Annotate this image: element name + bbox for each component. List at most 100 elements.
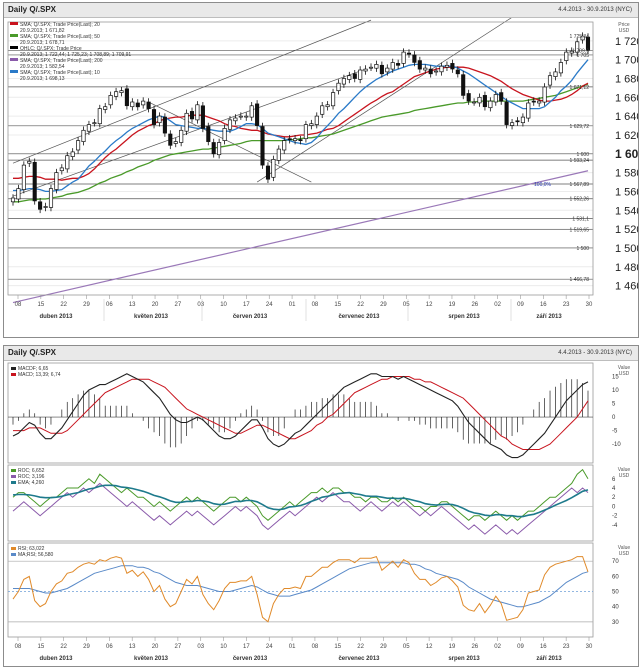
price-y-tick: 1 480	[615, 262, 638, 274]
rsi-ma-line	[13, 562, 589, 608]
candle-body	[298, 139, 303, 142]
indicator-y-tick: -4	[612, 523, 618, 529]
price-x-tick: 26	[471, 302, 478, 308]
candle-body	[580, 35, 585, 41]
indicator-y-tick: -5	[612, 429, 618, 435]
candle-body	[526, 102, 531, 119]
candle-body	[363, 68, 368, 72]
indicator-x-tick: 02	[494, 644, 501, 650]
legend-label: RSI; 63,022	[18, 546, 45, 552]
indicator-y-tick: 4	[612, 486, 616, 492]
candle-body	[157, 115, 162, 124]
candle-body	[444, 64, 450, 68]
indicator-x-tick: 15	[37, 644, 44, 650]
candle-body	[108, 95, 113, 106]
price-y-tick: 1 500	[615, 243, 638, 255]
candle-body	[271, 159, 276, 178]
indicator-y-tick: 60	[612, 574, 619, 580]
price-level-label: 1 552,26	[570, 197, 590, 203]
price-highlight-tag: 100,0%	[534, 182, 552, 188]
indicator-month-label: srpen 2013	[448, 656, 480, 662]
price-plot-frame	[7, 21, 594, 296]
legend-swatch	[11, 469, 16, 472]
candle-body	[412, 54, 417, 63]
indicator-x-tick: 03	[197, 644, 204, 650]
price-y-tick: 1 640	[615, 111, 638, 123]
legend-swatch	[10, 34, 18, 37]
candle-body	[336, 82, 341, 92]
macd-signal-line	[13, 376, 589, 450]
legend-value: 20.9.2013; 1 722,44; 1 725,23; 1 708,89;…	[20, 52, 131, 58]
legend-swatch	[10, 46, 18, 49]
price-y-tick: 1 460	[615, 281, 638, 293]
legend-label: SMA; Q/.SPX; Trade Price(Last); 200	[20, 58, 103, 64]
price-x-tick: 12	[426, 302, 433, 308]
price-y-tick: 1 540	[615, 205, 638, 217]
indicator-month-label: duben 2013	[39, 656, 73, 662]
legend-label: ROC; 3,196	[18, 474, 45, 480]
indicator-y-tick: 0	[612, 504, 616, 510]
price-chart-header: Daily Q/.SPX 4.4.2013 - 30.9.2013 (NYC)	[4, 3, 638, 18]
candle-body	[293, 138, 298, 141]
price-level-label: 1 500	[576, 246, 589, 252]
legend-value: 20.9.2013; 1 582,54	[20, 64, 65, 70]
price-x-tick: 05	[403, 302, 410, 308]
indicator-x-tick: 26	[471, 644, 478, 650]
sma20-line	[13, 66, 589, 181]
legend-swatch	[11, 373, 16, 376]
candle-body	[325, 104, 330, 108]
rsi-line	[12, 555, 589, 623]
legend-swatch	[11, 475, 16, 478]
candle-body	[499, 92, 504, 102]
price-chart[interactable]: SMA; Q/.SPX; Trade Price(Last); 20 20.9.2…	[4, 18, 638, 336]
price-legend: SMA; Q/.SPX; Trade Price(Last); 20 20.9.2…	[10, 22, 131, 82]
candle-body	[59, 167, 64, 172]
price-month-label: květen 2013	[134, 314, 169, 320]
candle-body	[184, 112, 189, 132]
candle-body	[520, 116, 525, 124]
candle-body	[119, 90, 124, 93]
price-y-tick: 1 660	[615, 92, 638, 104]
candle-body	[352, 73, 357, 79]
indicator-x-tick: 29	[380, 644, 387, 650]
candle-body	[401, 51, 406, 64]
candle-body	[547, 75, 553, 86]
price-x-tick: 01	[289, 302, 296, 308]
indicator-chart-header: Daily Q/.SPX 4.4.2013 - 30.9.2013 (NYC)	[4, 346, 638, 361]
candle-body	[54, 172, 59, 190]
legend-label: MACDF; 6,65	[18, 366, 49, 372]
candle-body	[10, 197, 16, 203]
legend-swatch	[10, 58, 18, 61]
candle-body	[423, 67, 428, 71]
indicator-y-tick: 30	[612, 620, 619, 626]
candle-body	[38, 201, 43, 210]
price-axis-caption-unit: USD	[619, 28, 630, 34]
candle-body	[43, 206, 48, 208]
price-x-tick: 17	[243, 302, 250, 308]
candle-body	[368, 66, 374, 69]
candle-body	[173, 141, 178, 144]
candle-body	[135, 102, 140, 108]
indicator-month-label: květen 2013	[134, 656, 169, 662]
price-y-tick: 1 620	[615, 130, 638, 142]
price-plot-area	[7, 18, 594, 304]
indicator-y-tick: 70	[612, 559, 619, 565]
price-trend-line	[256, 18, 512, 183]
indicator-axis-caption-unit: USD	[619, 551, 630, 557]
candle-body	[575, 41, 580, 53]
price-level-label: 1 629,72	[570, 124, 590, 130]
candle-body	[276, 148, 281, 161]
legend-swatch	[10, 70, 18, 73]
indicator-x-tick: 22	[60, 644, 67, 650]
price-trend-line	[148, 101, 312, 183]
legend-label: SMA; Q/.SPX; Trade Price(Last); 20	[20, 22, 100, 28]
price-x-tick: 09	[517, 302, 524, 308]
candle-body	[76, 140, 81, 151]
indicator-x-tick: 22	[357, 644, 364, 650]
price-level-label: 1 600	[576, 152, 589, 158]
